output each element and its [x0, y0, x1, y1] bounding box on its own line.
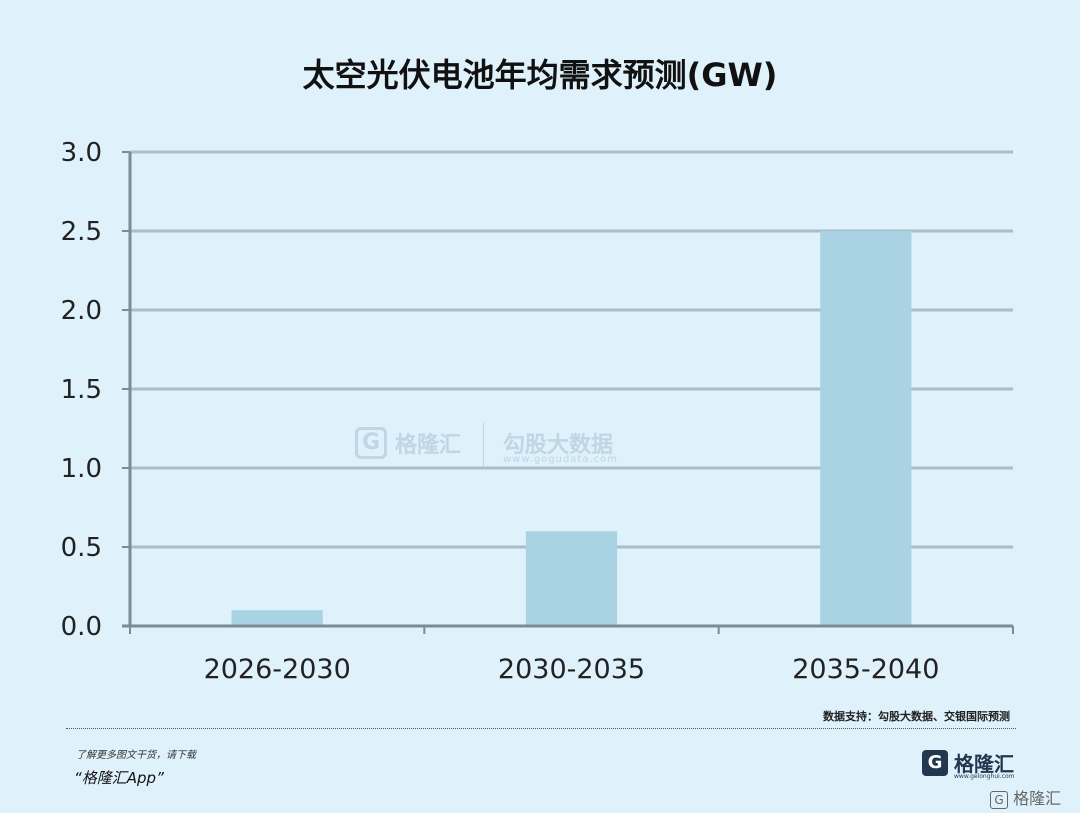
- corner-logo-icon: G: [990, 790, 1008, 809]
- corner-watermark: G 格隆汇: [990, 785, 1061, 809]
- footer-divider: [66, 728, 1016, 729]
- logo-icon: G: [922, 750, 948, 776]
- chart-title: 太空光伏电池年均需求预测(GW): [302, 56, 778, 94]
- x-tick-label: 2030-2035: [498, 654, 645, 685]
- watermark-logo-icon: G: [355, 427, 387, 459]
- watermark: G 格隆汇 勾股大数据 www.gogudata.com: [355, 423, 635, 467]
- y-tick-label: 2.0: [61, 296, 102, 326]
- y-tick-label: 1.0: [61, 454, 102, 484]
- y-tick-label: 0.5: [61, 533, 102, 563]
- y-tick-labels: 0.0 0.5 1.0 1.5 2.0 2.5 3.0: [61, 138, 102, 642]
- bars: [231, 231, 912, 625]
- promo-line-1: 了解更多图文干货，请下载: [76, 750, 196, 761]
- y-tick-label: 2.5: [61, 217, 102, 247]
- x-tick-label: 2026-2030: [204, 654, 351, 685]
- watermark-partner: 勾股大数据: [503, 433, 614, 458]
- grid-lines: [130, 150, 1013, 549]
- y-tick-label: 3.0: [61, 138, 102, 168]
- logo-url: www.gelonghui.com: [954, 773, 1015, 780]
- watermark-name: 格隆汇: [395, 433, 462, 458]
- axes: [122, 151, 1014, 634]
- corner-text: 格隆汇: [1013, 789, 1062, 808]
- promo-line-2: “格隆汇App”: [74, 769, 164, 787]
- logo-name: 格隆汇: [954, 752, 1014, 776]
- y-tick-label: 1.5: [61, 375, 102, 405]
- watermark-url: www.gogudata.com: [503, 454, 619, 465]
- bar-2030-2035: [525, 531, 618, 625]
- x-tick-label: 2035-2040: [792, 654, 939, 685]
- bar-2035-2040: [820, 231, 912, 625]
- bar-2026-2030: [231, 610, 323, 625]
- footer-logo: G 格隆汇 www.gelonghui.com: [922, 748, 1032, 782]
- x-tick-labels: 2026-2030 2030-2035 2035-2040: [204, 654, 940, 685]
- y-tick-label: 0.0: [61, 612, 102, 642]
- watermark-separator: [483, 423, 484, 467]
- data-source: 数据支持：勾股大数据、交银国际预测: [823, 710, 1010, 723]
